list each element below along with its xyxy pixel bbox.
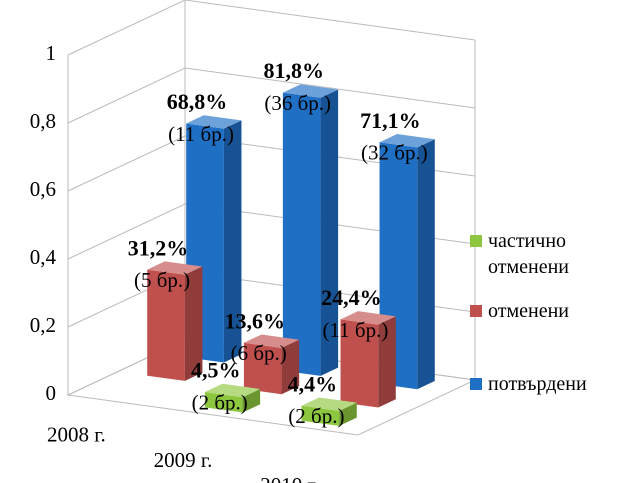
count-label: (36 бр.) — [264, 91, 331, 115]
bar-top — [243, 334, 300, 348]
bar — [301, 397, 357, 426]
bar-top — [301, 397, 357, 411]
y-tick-label: 1 — [46, 41, 57, 65]
value-label: 71,1% — [360, 108, 421, 133]
legend-swatch — [470, 235, 482, 247]
bar-side — [242, 389, 261, 413]
value-label: 81,8% — [263, 58, 324, 83]
grid-line — [67, 203, 476, 260]
bar-front — [243, 342, 282, 395]
y-tick-label: 0,4 — [30, 245, 57, 269]
bar-front — [204, 392, 243, 413]
bar-top — [379, 134, 435, 148]
bar-top — [282, 84, 339, 98]
bar-front — [301, 405, 340, 426]
x-tick-label: 2009 г. — [154, 448, 213, 472]
bar — [340, 311, 396, 408]
legend-item: отменени — [470, 298, 608, 324]
legend-swatch — [470, 305, 482, 317]
legend-swatch — [470, 378, 482, 390]
bar-front — [282, 92, 321, 376]
legend-label: частично отменени — [488, 230, 569, 278]
count-label: (5 бр.) — [134, 268, 190, 292]
value-label: 31,2% — [128, 235, 189, 260]
bar — [282, 84, 339, 376]
x-tick-label: 2010 г. — [260, 473, 319, 483]
x-tick-label: 2008 г. — [47, 422, 106, 446]
bar — [147, 261, 203, 381]
legend-label: потвърдени — [488, 373, 587, 395]
legend-item: частично отменени — [470, 228, 608, 280]
bar-side — [417, 139, 435, 390]
bar — [243, 334, 300, 395]
bar-top — [147, 261, 203, 275]
y-tick-label: 0 — [46, 381, 57, 405]
bar-front — [340, 319, 379, 408]
grid-line — [67, 67, 476, 124]
count-label: (2 бр.) — [192, 390, 248, 414]
value-label: 24,4% — [321, 285, 382, 310]
count-label: (6 бр.) — [231, 341, 287, 365]
bar-top — [204, 383, 261, 398]
grid-line — [67, 135, 476, 192]
value-label: 68,8% — [167, 89, 228, 114]
bar-side — [320, 89, 339, 376]
bar-front — [147, 269, 185, 381]
count-label: (2 бр.) — [288, 404, 344, 428]
bar-side — [339, 402, 357, 426]
y-tick-label: 0,2 — [30, 313, 56, 337]
legend-item: потвърдени — [470, 371, 608, 397]
count-label: (32 бр.) — [361, 141, 428, 165]
count-label: (11 бр.) — [168, 122, 234, 146]
bar-side — [184, 266, 203, 381]
value-label: 4,4% — [288, 371, 338, 396]
value-label: 4,5% — [191, 358, 241, 383]
bar-side — [378, 316, 396, 408]
bar-top — [186, 115, 242, 129]
bar — [204, 383, 261, 413]
y-tick-label: 0,8 — [30, 109, 56, 133]
value-label: 13,6% — [224, 308, 285, 333]
count-label: (11 бр.) — [322, 318, 388, 342]
y-tick-label: 0,6 — [30, 177, 56, 201]
bar-side — [281, 339, 300, 395]
bar-top — [340, 311, 396, 325]
legend-label: отменени — [488, 300, 569, 322]
grid-line — [67, 0, 476, 56]
bar-side — [223, 120, 242, 363]
